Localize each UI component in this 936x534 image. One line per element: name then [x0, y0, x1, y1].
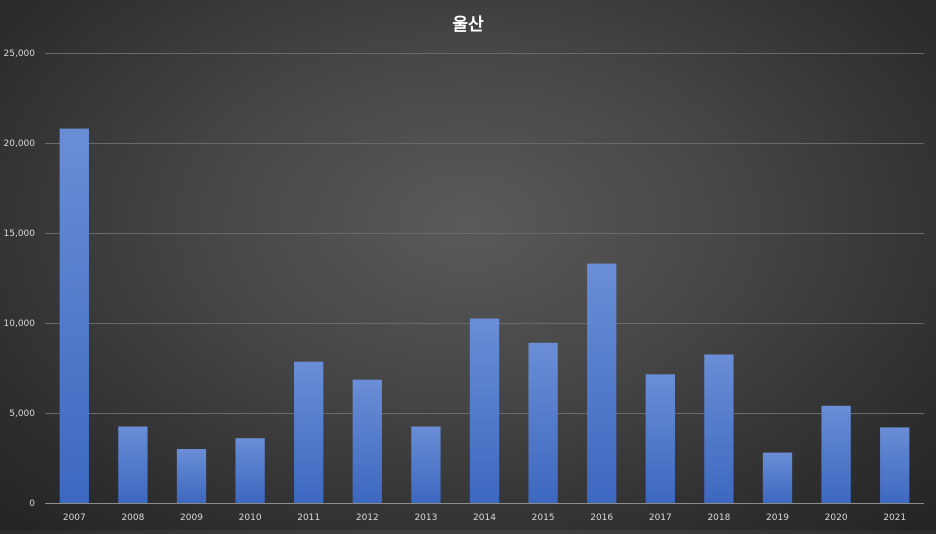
x-tick-label: 2020 [825, 513, 848, 523]
x-tick-label: 2008 [121, 513, 144, 523]
x-tick-label: 2007 [63, 513, 86, 523]
bar-2009 [176, 449, 207, 503]
y-tick-label: 25,000 [4, 49, 36, 59]
x-tick-label: 2014 [473, 513, 496, 523]
bar-2021 [880, 427, 910, 503]
bar-2007 [59, 128, 89, 503]
bar-2020 [821, 405, 851, 503]
x-tick-label: 2010 [239, 513, 262, 523]
y-axis-ticks: 0 5,000 10,000 15,000 20,000 25,000 [4, 49, 36, 509]
x-axis-ticks: 2007 2008 2009 2010 2011 2012 2013 2014 2015 2016… [63, 513, 906, 523]
bar-2017 [645, 374, 675, 503]
y-tick-label: 10,000 [4, 319, 36, 329]
x-tick-label: 2013 [414, 513, 437, 523]
bar-2019 [762, 452, 793, 503]
gridlines [45, 53, 924, 414]
y-tick-label: 15,000 [4, 229, 36, 239]
bars [59, 128, 910, 503]
bar-2015 [528, 342, 558, 503]
y-tick-label: 20,000 [4, 139, 36, 149]
bar-2010 [235, 438, 265, 503]
x-tick-label: 2015 [532, 513, 555, 523]
x-tick-label: 2018 [707, 513, 730, 523]
x-tick-label: 2011 [297, 513, 320, 523]
x-tick-label: 2017 [649, 513, 672, 523]
bar-2018 [704, 354, 734, 503]
x-tick-label: 2019 [766, 513, 789, 523]
x-tick-label: 2016 [590, 513, 613, 523]
bar-2013 [411, 426, 441, 503]
bar-2016 [587, 263, 617, 503]
chart-title: 울산 [452, 15, 484, 35]
bar-2008 [118, 426, 148, 503]
y-tick-label: 0 [29, 499, 35, 509]
y-tick-label: 5,000 [9, 409, 35, 419]
x-tick-label: 2021 [883, 513, 906, 523]
x-tick-label: 2009 [180, 513, 203, 523]
bar-2014 [469, 318, 500, 503]
bar-2011 [294, 361, 324, 503]
bar-2012 [352, 379, 382, 503]
x-tick-label: 2012 [356, 513, 379, 523]
